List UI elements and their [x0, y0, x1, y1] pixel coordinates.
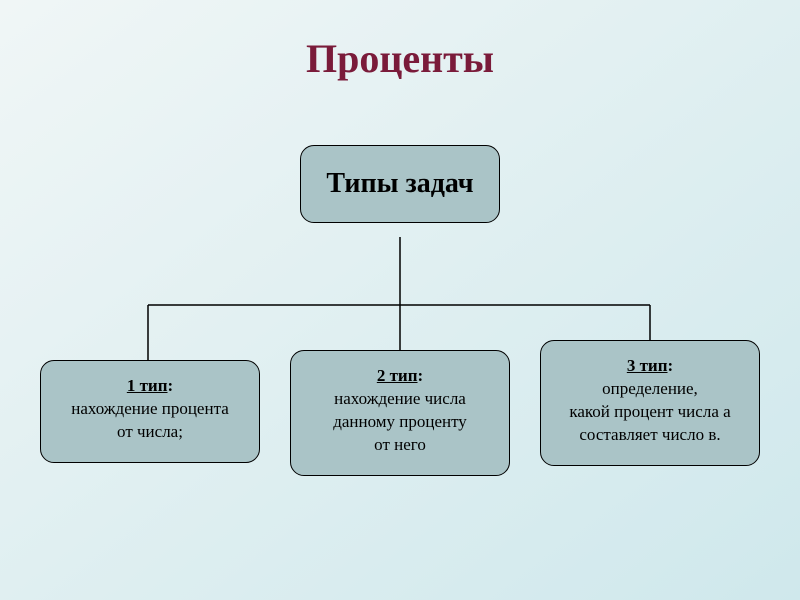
child-2-heading: 2 тип:: [299, 365, 501, 388]
root-node-label: Типы задач: [326, 168, 473, 199]
child-3-line-1: определение,: [549, 378, 751, 401]
child-1-line-2: от числа;: [49, 421, 251, 444]
child-1-colon: :: [168, 376, 174, 395]
child-3-line-3: составляет число в.: [549, 424, 751, 447]
child-2-line-3: от него: [299, 434, 501, 457]
child-node-2: 2 тип: нахождение числа данному проценту…: [290, 350, 510, 476]
background: [0, 0, 800, 600]
child-1-heading: 1 тип:: [49, 375, 251, 398]
child-2-colon: :: [418, 366, 424, 385]
child-3-heading: 3 тип:: [549, 355, 751, 378]
child-3-type-label: 3 тип: [627, 356, 668, 375]
child-1-type-label: 1 тип: [127, 376, 168, 395]
child-node-1: 1 тип: нахождение процента от числа;: [40, 360, 260, 463]
root-node: Типы задач: [300, 145, 500, 223]
child-2-line-2: данному проценту: [299, 411, 501, 434]
child-3-colon: :: [668, 356, 674, 375]
child-1-line-1: нахождение процента: [49, 398, 251, 421]
page-title: Проценты: [306, 35, 494, 82]
child-2-line-1: нахождение числа: [299, 388, 501, 411]
child-node-3: 3 тип: определение, какой процент числа …: [540, 340, 760, 466]
child-3-line-2: какой процент числа а: [549, 401, 751, 424]
child-2-type-label: 2 тип: [377, 366, 418, 385]
